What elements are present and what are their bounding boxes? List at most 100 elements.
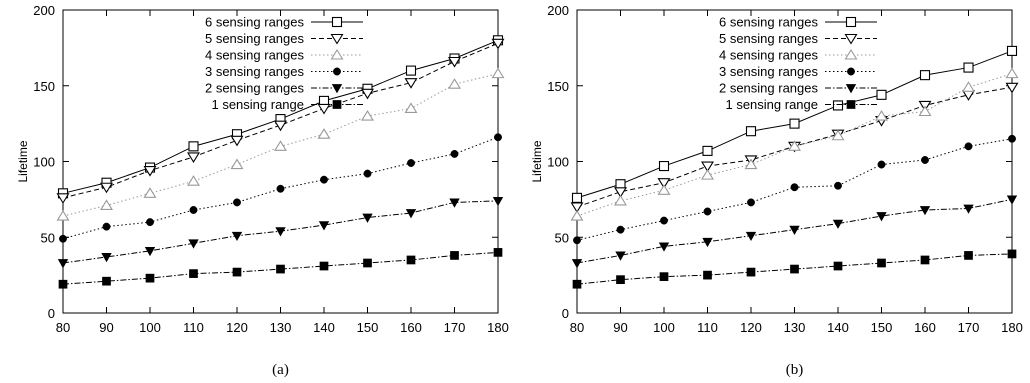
data-point: [406, 255, 416, 265]
data-point: [363, 258, 372, 268]
data-point: [274, 140, 287, 151]
legend-label: 2 sensing ranges: [719, 81, 819, 96]
data-point: [833, 261, 843, 271]
data-point: [614, 187, 627, 198]
x-tick-label: 110: [183, 320, 204, 335]
chart-panel-b: 80 90 100 110 120 130 140 150 160 170 180 0 50 100 150…: [530, 3, 1023, 378]
data-point: [276, 184, 285, 193]
data-point: [659, 272, 669, 281]
x-tick-label: 120: [740, 320, 762, 335]
data-point: [962, 81, 975, 92]
data-point: [276, 264, 285, 274]
data-point: [1006, 195, 1018, 205]
data-point: [450, 149, 459, 158]
data-point: [317, 103, 331, 115]
data-point: [58, 279, 68, 289]
legend-marker: [331, 84, 343, 94]
data-point: [614, 194, 627, 206]
x-tick-label: 150: [871, 320, 893, 335]
data-point: [494, 133, 502, 142]
series-line: [576, 253, 1013, 285]
data-point: [573, 236, 581, 245]
legend-marker: [845, 16, 857, 28]
data-point: [1007, 249, 1017, 259]
data-point: [745, 231, 757, 242]
x-tick-label: 160: [400, 320, 422, 335]
data-point: [919, 70, 931, 81]
y-tick-label: 150: [33, 79, 55, 94]
data-point: [317, 128, 331, 139]
data-point: [572, 279, 582, 289]
legend-marker: [330, 33, 344, 45]
y-axis-label: Lifetime: [16, 140, 30, 182]
series-6: [572, 249, 1017, 289]
data-point: [920, 255, 930, 265]
x-tick-label: 170: [958, 320, 980, 335]
legend-label: 2 sensing ranges: [205, 81, 305, 96]
data-point: [362, 213, 373, 223]
legend-marker: [844, 33, 858, 45]
data-point: [789, 118, 800, 129]
data-point: [102, 276, 111, 286]
data-point: [320, 175, 328, 184]
y-tick-label: 50: [555, 230, 569, 245]
series-4: [573, 134, 1016, 245]
data-point: [657, 184, 671, 195]
x-tick-label: 100: [653, 320, 675, 335]
y-tick-label: 100: [547, 155, 569, 170]
series-1: [571, 45, 1018, 203]
data-point: [875, 109, 888, 121]
data-point: [790, 264, 799, 274]
data-point: [188, 239, 199, 249]
y-tick-label: 0: [48, 306, 55, 321]
legend-label: 3 sensing ranges: [719, 64, 819, 79]
data-point: [57, 259, 69, 269]
data-point: [834, 181, 842, 190]
data-point: [832, 100, 844, 111]
data-point: [318, 221, 330, 231]
data-point: [660, 216, 668, 225]
x-tick-label: 80: [570, 320, 584, 335]
x-tick-label: 80: [56, 320, 70, 335]
data-point: [230, 135, 244, 147]
legend-marker: [332, 100, 342, 109]
x-tick-label: 180: [487, 320, 509, 335]
x-tick-label: 120: [226, 320, 248, 335]
data-point: [146, 218, 154, 227]
legend-label: 3 sensing ranges: [205, 64, 305, 79]
legend-marker: [333, 67, 341, 76]
data-point: [615, 251, 626, 261]
legend-label: 1 sensing range: [725, 97, 818, 112]
data-point: [405, 209, 417, 219]
data-point: [747, 198, 755, 207]
x-tick-label: 90: [613, 320, 627, 335]
x-tick-label: 160: [914, 320, 936, 335]
data-point: [450, 251, 459, 260]
data-point: [448, 78, 461, 89]
data-point: [493, 248, 503, 257]
series-6: [58, 248, 503, 289]
data-point: [789, 225, 800, 235]
data-point: [702, 145, 713, 156]
y-tick-label: 200: [33, 3, 55, 18]
data-point: [918, 105, 932, 117]
y-tick-label: 50: [41, 230, 55, 245]
data-point: [788, 140, 801, 151]
data-point: [187, 152, 200, 164]
data-point: [964, 142, 973, 151]
data-point: [701, 161, 714, 173]
x-tick-label: 130: [784, 320, 806, 335]
data-point: [745, 126, 757, 137]
series-3: [570, 67, 1019, 221]
y-tick-label: 100: [33, 155, 55, 170]
data-point: [571, 192, 583, 203]
data-point: [101, 253, 112, 263]
legend-marker: [847, 67, 855, 76]
data-point: [876, 212, 887, 222]
data-point: [274, 120, 287, 132]
data-point: [230, 158, 244, 170]
data-point: [658, 242, 670, 252]
data-point: [919, 206, 931, 216]
